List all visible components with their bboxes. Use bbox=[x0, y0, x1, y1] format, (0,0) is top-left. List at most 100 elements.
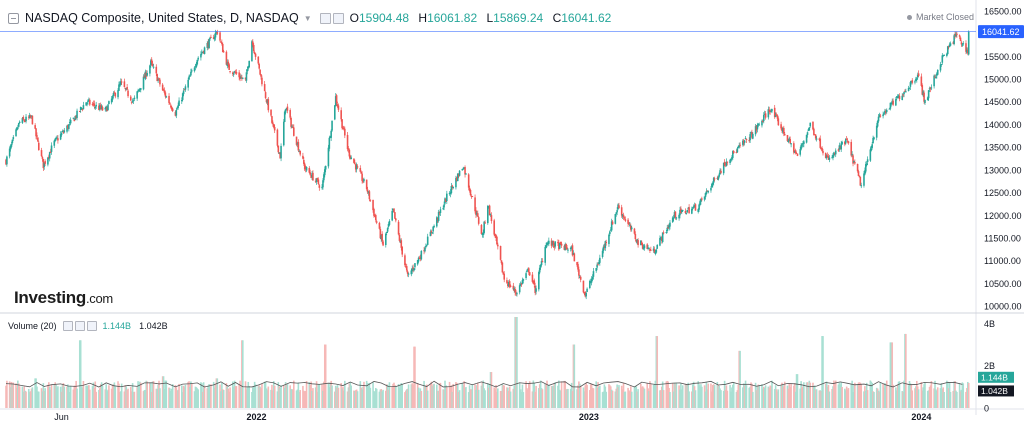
volume-bar bbox=[311, 390, 313, 408]
volume-bar bbox=[601, 392, 604, 408]
candle-body bbox=[707, 190, 710, 193]
candle-body bbox=[293, 127, 295, 136]
volume-bar bbox=[716, 381, 719, 408]
time-tick-label: 2022 bbox=[246, 412, 266, 422]
candle-body bbox=[640, 241, 643, 245]
chevron-down-icon[interactable]: ▼ bbox=[303, 13, 312, 23]
volume-bar bbox=[164, 380, 167, 408]
candle-body bbox=[433, 225, 435, 228]
candle-body bbox=[579, 276, 581, 278]
candle-body bbox=[896, 97, 899, 99]
candle-body bbox=[814, 134, 817, 139]
candle-body bbox=[497, 244, 499, 247]
volume-bar bbox=[60, 391, 63, 408]
candle-body bbox=[303, 163, 306, 170]
candle-body bbox=[331, 120, 333, 131]
volume-bar bbox=[251, 391, 253, 408]
volume-bar bbox=[839, 384, 842, 408]
candle-body bbox=[941, 55, 944, 63]
candle-body bbox=[385, 233, 387, 246]
eye-icon[interactable] bbox=[62, 321, 73, 331]
candle-body bbox=[502, 272, 505, 275]
candle-body bbox=[105, 106, 107, 109]
volume-bar bbox=[55, 384, 57, 408]
volume-bar bbox=[864, 390, 867, 408]
volume-bar bbox=[650, 383, 652, 408]
volume-bar bbox=[719, 388, 721, 408]
candle-body bbox=[299, 150, 301, 155]
candle-body bbox=[273, 126, 276, 131]
candle-body bbox=[697, 209, 700, 212]
candle-body bbox=[895, 96, 898, 98]
candle-body bbox=[499, 245, 502, 260]
volume-bar bbox=[949, 392, 952, 408]
candle-body bbox=[897, 95, 900, 98]
candle-body bbox=[56, 137, 58, 139]
candle-body bbox=[610, 221, 613, 231]
candle-body bbox=[831, 157, 833, 159]
close-value: 16041.62 bbox=[561, 11, 612, 25]
eye-icon[interactable] bbox=[319, 12, 331, 24]
volume-bar bbox=[17, 380, 19, 408]
volume-bar bbox=[5, 385, 7, 408]
candle-body bbox=[732, 151, 735, 154]
candle-body bbox=[857, 171, 860, 176]
candle-body bbox=[333, 105, 336, 120]
candle-body bbox=[393, 208, 395, 213]
volume-bar bbox=[903, 380, 905, 408]
settings-icon[interactable] bbox=[332, 12, 344, 24]
volume-bar bbox=[962, 383, 965, 408]
volume-bar bbox=[742, 387, 744, 408]
candle-body bbox=[456, 173, 459, 182]
volume-bar bbox=[21, 386, 24, 408]
candle-body bbox=[518, 285, 521, 293]
volume-bar bbox=[365, 380, 368, 408]
volume-bar bbox=[283, 387, 286, 408]
volume-bar bbox=[834, 380, 837, 408]
volume-bar bbox=[551, 385, 554, 408]
candle-body bbox=[278, 152, 281, 154]
candle-body bbox=[624, 219, 627, 221]
candle-body bbox=[221, 44, 224, 53]
volume-bar bbox=[438, 383, 441, 408]
candle-body bbox=[442, 208, 444, 210]
volume-bar bbox=[684, 383, 687, 408]
candle-body bbox=[9, 145, 12, 150]
candle-body bbox=[131, 100, 134, 102]
candle-body bbox=[885, 110, 887, 113]
volume-bar bbox=[350, 385, 352, 408]
volume-bar bbox=[726, 390, 729, 408]
settings-icon[interactable] bbox=[74, 321, 85, 331]
volume-bar bbox=[207, 385, 209, 408]
candle-body bbox=[793, 151, 796, 153]
volume-bar bbox=[877, 390, 880, 408]
collapse-icon[interactable] bbox=[8, 12, 19, 24]
candle-body bbox=[99, 105, 101, 110]
volume-bar bbox=[267, 386, 270, 408]
volume-bar bbox=[150, 382, 152, 408]
candle-body bbox=[770, 110, 772, 112]
volume-bar bbox=[449, 385, 452, 408]
candle-body bbox=[803, 141, 805, 145]
candle-body bbox=[477, 217, 480, 224]
candle-body bbox=[190, 71, 192, 76]
candle-body bbox=[284, 109, 287, 113]
volume-bar bbox=[802, 386, 804, 408]
candle-body bbox=[675, 217, 678, 219]
candle-body bbox=[344, 128, 346, 136]
volume-bar bbox=[781, 382, 783, 408]
candle-body bbox=[191, 70, 193, 72]
volume-bar bbox=[856, 384, 859, 408]
candle-body bbox=[818, 138, 821, 140]
candle-body bbox=[241, 77, 243, 79]
candle-body bbox=[845, 138, 848, 140]
candle-body bbox=[280, 145, 282, 159]
volume-bar bbox=[544, 383, 546, 408]
candle-body bbox=[159, 79, 161, 85]
volume-bar bbox=[220, 391, 222, 408]
volume-bar bbox=[910, 384, 913, 408]
candle-body bbox=[850, 141, 853, 156]
volume-bar bbox=[239, 380, 241, 408]
close-icon[interactable] bbox=[86, 321, 97, 331]
